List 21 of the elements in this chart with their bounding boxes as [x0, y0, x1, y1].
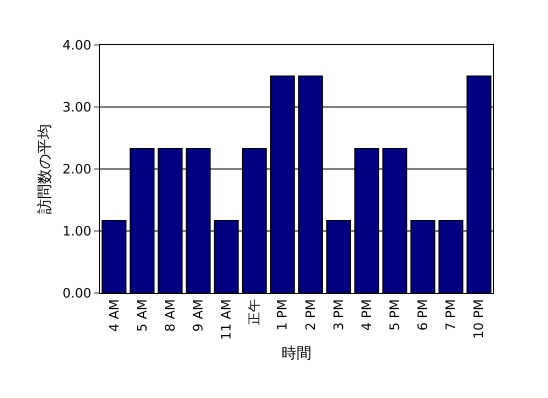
y-axis-title: 訪問数の平均: [36, 124, 54, 214]
x-tick-label: 3 PM: [332, 299, 347, 331]
x-tick-label: 8 AM: [163, 299, 178, 332]
x-tick-label: 7 PM: [444, 299, 460, 331]
x-tick-label: 4 AM: [107, 299, 122, 332]
x-tick-label: 5 PM: [388, 299, 403, 331]
x-tick-label: 9 AM: [191, 299, 206, 332]
y-tick-label: 2.00: [62, 162, 92, 178]
x-tick-label: 4 PM: [360, 299, 375, 331]
y-tick-label: 1.00: [62, 224, 92, 240]
x-tick-label: 5 AM: [135, 299, 150, 332]
x-tick-label: 10 PM: [472, 299, 488, 339]
x-tick-label: 正午: [248, 299, 263, 326]
y-tick-label: 0.00: [62, 286, 92, 302]
x-tick-label: 1 PM: [276, 299, 291, 331]
x-tick-label: 6 PM: [416, 299, 432, 331]
y-tick-label: 3.00: [62, 100, 92, 116]
x-axis-title: 時間: [282, 344, 312, 362]
x-tick-label: 2 PM: [304, 299, 319, 331]
y-tick-label: 4.00: [62, 38, 92, 54]
x-tick-label: 11 AM: [220, 299, 235, 340]
